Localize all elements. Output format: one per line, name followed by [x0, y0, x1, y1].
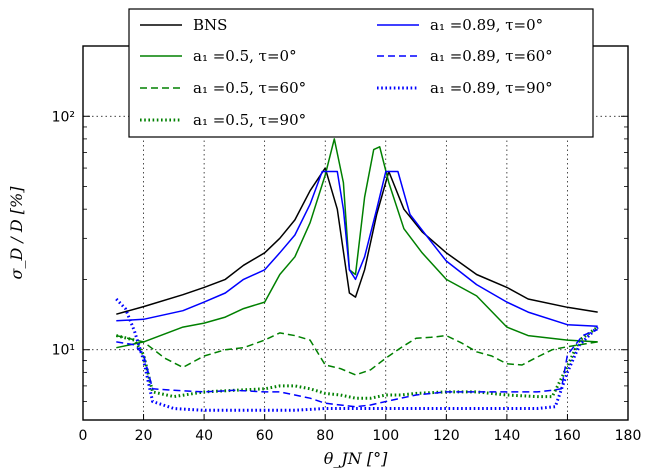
y-axis-label: σ_D / D [%] [7, 186, 26, 280]
y-tick-label: 10² [52, 109, 75, 125]
series-line-3 [116, 332, 598, 376]
y-tick-label: 10¹ [52, 343, 75, 359]
x-tick-label: 100 [372, 428, 399, 444]
x-axis-label: θ_JN [°] [324, 449, 388, 468]
legend-label-3: a₁ =0.5, τ=60° [193, 79, 306, 97]
x-tick-label: 160 [554, 428, 581, 444]
series-line-4 [115, 325, 599, 400]
legend-label-5: a₁ =0.89, τ=0° [430, 16, 543, 34]
legend: BNS a₁ =0.5, τ=0° a₁ =0.5, τ=60° a₁ =0.5, τ… [128, 8, 594, 138]
legend-label-1: BNS [193, 16, 227, 34]
legend-label-4: a₁ =0.5, τ=90° [193, 111, 306, 129]
x-tick-label: 40 [195, 428, 213, 444]
x-tick-label: 120 [433, 428, 460, 444]
x-tick-label: 140 [494, 428, 521, 444]
x-tick-label: 180 [615, 428, 642, 444]
x-tick-label: 80 [316, 428, 334, 444]
series-line-1 [116, 167, 598, 315]
x-tick-label: 0 [79, 428, 88, 444]
series-line-7 [115, 297, 599, 412]
legend-box [128, 8, 594, 138]
ticks: 0 20 40 60 80 100 120 140 160 180 10¹ 10² [52, 46, 642, 444]
legend-label-7: a₁ =0.89, τ=90° [430, 79, 553, 97]
x-tick-label: 20 [135, 428, 153, 444]
series-layer [115, 138, 599, 412]
x-tick-label: 60 [256, 428, 274, 444]
legend-label-6: a₁ =0.89, τ=60° [430, 47, 553, 65]
legend-label-2: a₁ =0.5, τ=0° [193, 47, 297, 65]
series-line-6 [116, 328, 598, 408]
series-line-5 [116, 170, 598, 328]
